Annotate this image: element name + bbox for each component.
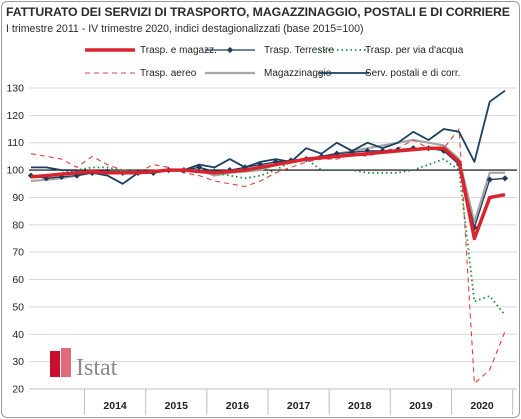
x-tick-label: 2020 bbox=[470, 400, 494, 412]
y-tick-label: 30 bbox=[12, 356, 24, 368]
series-line-trasp_magazz bbox=[30, 146, 506, 241]
legend-label-postali: Serv. postali e di corr. bbox=[365, 68, 460, 79]
series-line-aereo bbox=[30, 128, 506, 385]
x-axis: 2014 2015 2016 2017 2018 2019 2020 bbox=[29, 388, 517, 415]
series-lines bbox=[27, 89, 509, 385]
y-tick-label: 40 bbox=[12, 329, 24, 341]
y-tick-label: 50 bbox=[12, 301, 24, 313]
series-line-magazzinaggio bbox=[30, 138, 505, 224]
logo-text: Istat bbox=[76, 355, 118, 381]
series-line-acqua bbox=[31, 158, 506, 316]
legend-label-trasp_magazz: Trasp. e magazz. bbox=[140, 45, 217, 56]
y-tick-label: 100 bbox=[6, 165, 24, 177]
x-tick-label: 2018 bbox=[348, 400, 372, 412]
x-tick-label: 2019 bbox=[409, 400, 433, 412]
legend-label-aereo: Trasp. aereo bbox=[140, 68, 197, 79]
y-tick-label: 120 bbox=[6, 110, 24, 122]
y-tick-label: 70 bbox=[12, 247, 24, 259]
data-point bbox=[501, 175, 509, 182]
series-line-postali bbox=[31, 89, 506, 185]
chart-title: FATTURATO DEI SERVIZI DI TRASPORTO, MAGA… bbox=[6, 5, 510, 19]
y-tick-label: 90 bbox=[12, 192, 24, 204]
y-axis: 20 30 40 50 60 70 80 90 100 110 120 130 bbox=[6, 83, 24, 396]
istat-logo: Istat bbox=[50, 348, 118, 381]
logo-mark-right bbox=[61, 348, 71, 377]
y-tick-label: 80 bbox=[12, 219, 24, 231]
legend-marker bbox=[226, 46, 234, 54]
y-tick-label: 20 bbox=[12, 384, 24, 396]
chart-subtitle: I trimestre 2011 - IV trimestre 2020, in… bbox=[6, 23, 364, 35]
x-tick-label: 2017 bbox=[287, 400, 311, 412]
logo-mark-left bbox=[50, 351, 60, 377]
legend-label-magazzinaggio: Magazzinaggio bbox=[264, 68, 332, 79]
x-tick-label: 2016 bbox=[226, 400, 250, 412]
x-tick-label: 2014 bbox=[103, 400, 127, 412]
legend-label-terrestre: Trasp. Terrestre bbox=[264, 45, 334, 56]
y-tick-label: 130 bbox=[6, 83, 24, 95]
legend-label-acqua: Trasp. per via d'acqua bbox=[365, 45, 464, 56]
y-tick-label: 110 bbox=[7, 137, 24, 149]
x-tick-label: 2015 bbox=[165, 400, 189, 412]
legend: Trasp. e magazz. Trasp. Terrestre Trasp. p… bbox=[85, 45, 464, 79]
grid bbox=[29, 87, 517, 390]
y-tick-label: 60 bbox=[12, 274, 24, 286]
